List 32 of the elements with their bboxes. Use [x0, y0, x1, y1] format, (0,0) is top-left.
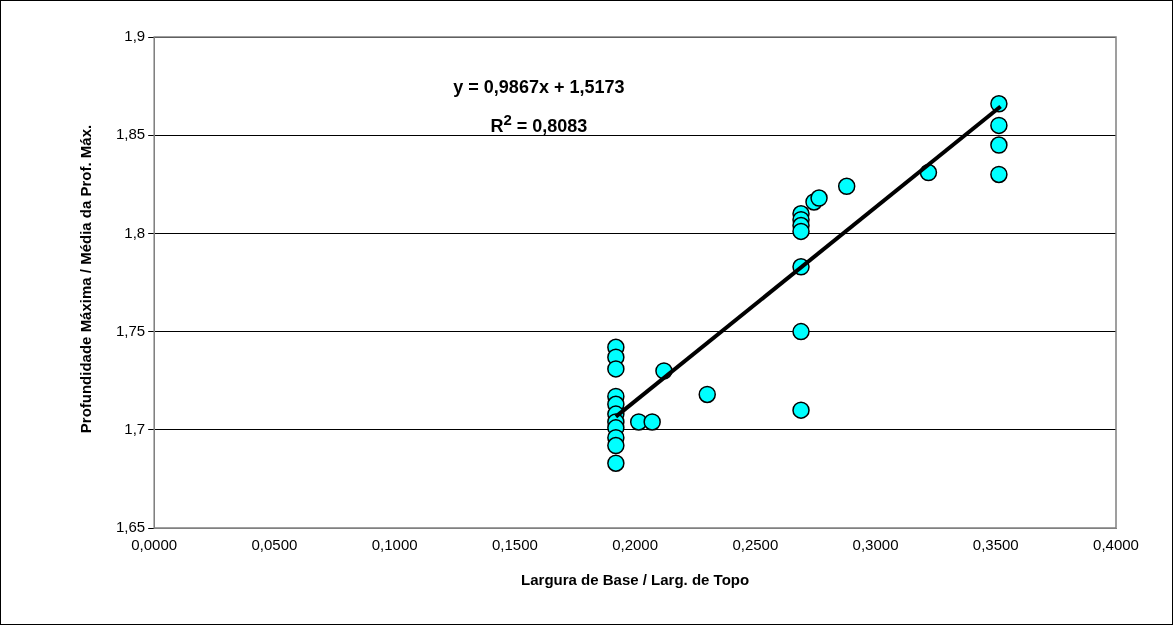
y-tick-label: 1,65 [115, 518, 146, 536]
point [837, 177, 856, 196]
x-tick-label: 0,1000 [371, 536, 418, 554]
point [990, 136, 1008, 154]
x-tick-label: 0,4000 [1093, 536, 1139, 554]
y-tick-label: 1,8 [124, 223, 146, 241]
point [698, 385, 716, 404]
y-tick-label: 1,7 [124, 419, 146, 437]
x-axis-title: Largura de Base / Larg. de Topo [521, 571, 750, 589]
point [792, 401, 810, 419]
point [810, 189, 828, 207]
point [990, 116, 1008, 135]
point [792, 322, 810, 341]
x-tick-label: 0,3500 [972, 536, 1019, 554]
y-axis-title: Profundidade Máxima / Média da Prof. Máx. [75, 123, 95, 436]
y-tick-label: 1,9 [124, 27, 146, 45]
x-tick-label: 0,2500 [732, 536, 779, 554]
point [990, 165, 1008, 184]
annotation: R$^{2}$ = 0,8083 [490, 111, 588, 137]
annotation: y = 0,9867x + 1,5173 [453, 77, 625, 98]
point [607, 436, 625, 455]
point [607, 360, 625, 378]
y-tick-label: 1,85 [115, 125, 146, 143]
x-tick-label: 0,2000 [612, 536, 659, 554]
y-tick-label: 1,75 [115, 321, 146, 339]
x-tick-label: 0,0000 [131, 536, 178, 554]
point [643, 413, 661, 431]
x-tick-label: 0,1500 [491, 536, 538, 554]
point [607, 454, 625, 472]
point [792, 222, 810, 241]
x-tick-label: 0,3000 [852, 536, 899, 554]
x-tick-label: 0,0500 [251, 536, 298, 554]
